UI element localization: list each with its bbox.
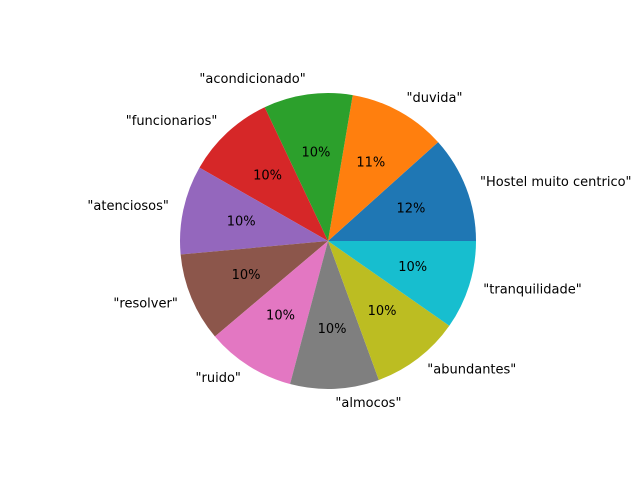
pie-slice-pct-7: 10% [318,322,347,337]
pie-slice-pct-2: 10% [301,146,330,161]
pie-slice-7 [290,241,379,389]
pie-slice-label-8: "abundantes" [427,363,516,378]
pie-slice-1 [328,95,439,241]
pie-slice-3 [199,107,328,242]
pie-slice-label-5: "resolver" [113,296,177,311]
pie-slice-4 [180,167,328,255]
pie-slice-label-2: "acondicionado" [199,72,305,87]
pie-slice-2 [264,93,353,241]
pie-slice-label-6: "ruido" [196,371,241,386]
pie-slice-9 [328,241,476,326]
pie-slice-0 [328,142,477,241]
pie-slice-5 [180,241,328,337]
pie-slice-label-4: "atenciosos" [87,199,168,214]
pie-slices [180,93,477,389]
pie-slice-6 [214,241,328,385]
pie-slice-pct-5: 10% [232,268,261,283]
pie-slice-label-3: "funcionarios" [126,114,218,129]
pie-slice-label-7: "almocos" [335,396,401,411]
pie-slice-label-1: "duvida" [407,91,463,106]
pie-slice-pct-6: 10% [266,309,295,324]
pie-slice-pct-3: 10% [253,168,282,183]
pie-slice-pct-9: 10% [398,260,427,275]
pie-slice-pct-0: 12% [396,202,425,217]
pie-labels: 12% "Hostel muito centrico" 11% "duvida" 10%… [87,72,631,411]
pie-slice-pct-4: 10% [227,215,256,230]
pie-slice-pct-1: 11% [356,156,385,171]
pie-slice-pct-8: 10% [368,304,397,319]
pie-slice-label-9: "tranquilidade" [483,282,581,297]
pie-slice-8 [328,241,450,380]
pie-slice-label-0: "Hostel muito centrico" [480,175,632,190]
